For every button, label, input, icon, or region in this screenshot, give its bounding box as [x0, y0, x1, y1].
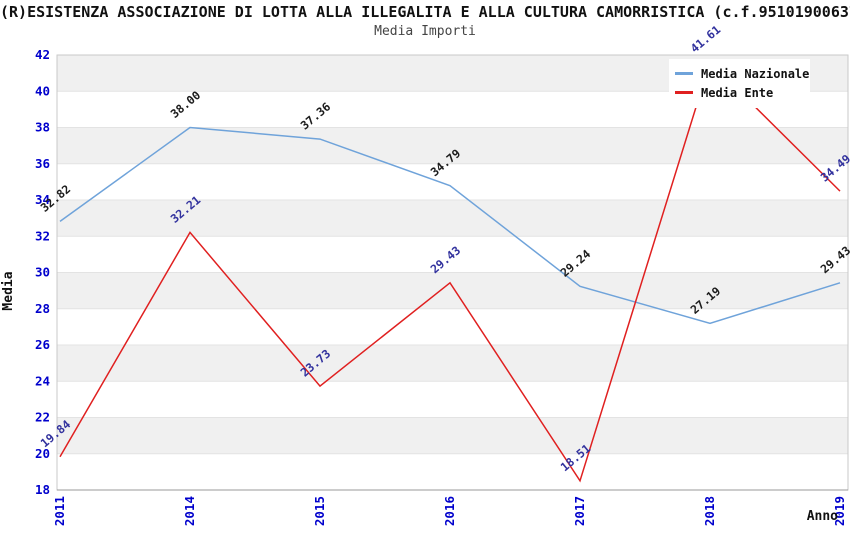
- grid-band: [57, 127, 848, 164]
- y-tick-label: 32: [35, 228, 50, 243]
- x-axis-title: Anno: [806, 509, 838, 524]
- legend-label: Media Nazionale: [701, 66, 810, 81]
- y-tick-label: 20: [35, 446, 50, 461]
- grid-band: [57, 417, 848, 454]
- grid-band: [57, 236, 848, 273]
- y-tick-label: 42: [35, 47, 50, 62]
- y-tick-label: 40: [35, 83, 50, 98]
- grid-band: [57, 200, 848, 237]
- x-tick-label: 2011: [52, 496, 67, 526]
- y-axis-title: Media: [1, 271, 16, 311]
- y-tick-label: 28: [35, 301, 50, 316]
- y-tick-label: 24: [35, 373, 50, 388]
- x-tick-label: 2016: [442, 496, 457, 526]
- legend-item-media-nazionale: Media Nazionale: [675, 64, 809, 83]
- media-ente-line-swatch-icon: [675, 91, 693, 94]
- grid-band: [57, 381, 848, 418]
- x-tick-label: 2017: [572, 496, 587, 526]
- y-tick-label: 34: [35, 192, 50, 207]
- chart-title: (R)ESISTENZA ASSOCIAZIONE DI LOTTA ALLA …: [0, 3, 850, 21]
- grid-band: [57, 308, 848, 345]
- y-tick-label: 26: [35, 337, 50, 352]
- grid-band: [57, 453, 848, 490]
- legend: Media Nazionale Media Ente: [669, 59, 810, 108]
- y-tick-label: 30: [35, 265, 50, 280]
- media-nazionale-line-swatch-icon: [675, 72, 693, 75]
- data-point-label: 41.61: [688, 23, 724, 56]
- legend-item-media-ente: Media Ente: [675, 83, 804, 102]
- grid-band: [57, 163, 848, 200]
- x-tick-label: 2019: [832, 496, 847, 526]
- grid-band: [57, 345, 848, 382]
- legend-label: Media Ente: [701, 85, 774, 100]
- y-tick-label: 18: [35, 482, 50, 497]
- x-tick-label: 2018: [702, 496, 717, 526]
- y-tick-label: 22: [35, 410, 50, 425]
- x-tick-label: 2014: [182, 496, 197, 526]
- y-tick-label: 38: [35, 120, 50, 135]
- chart-subtitle: Media Importi: [374, 24, 476, 39]
- grid-band: [57, 272, 848, 309]
- x-tick-label: 2015: [312, 496, 327, 526]
- series-line-media-nazionale: [59, 126, 841, 325]
- y-tick-label: 36: [35, 156, 50, 171]
